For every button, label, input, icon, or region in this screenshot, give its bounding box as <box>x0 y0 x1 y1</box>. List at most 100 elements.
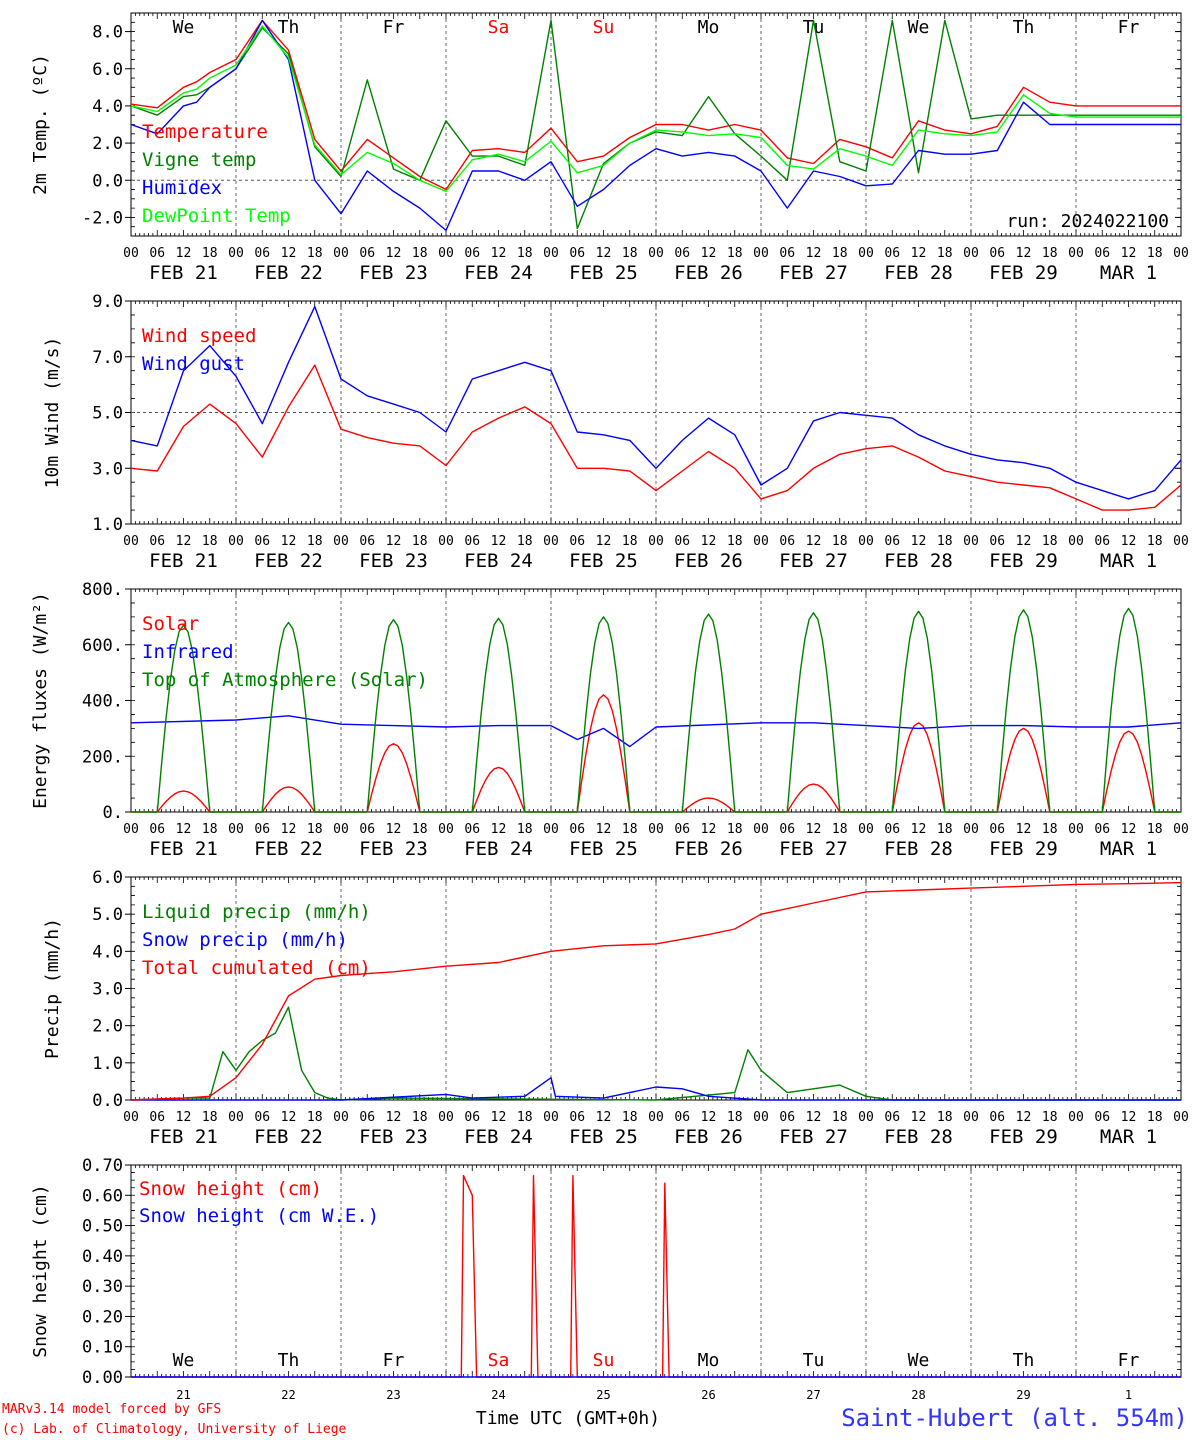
y-axis-label: 10m Wind (m/s) <box>42 337 63 489</box>
hour-tick-label: 12 <box>701 246 717 261</box>
y-tick-label: 5.0 <box>92 404 123 424</box>
hour-tick-label: 06 <box>989 534 1005 549</box>
date-label: FEB 26 <box>674 838 743 860</box>
hour-tick-label: 12 <box>1121 534 1137 549</box>
hour-tick-label: 00 <box>123 822 139 837</box>
y-tick-label: 1.0 <box>92 1054 123 1074</box>
date-label: FEB 22 <box>254 838 323 860</box>
day-name: Su <box>593 17 615 38</box>
hour-tick-label: 12 <box>1121 1110 1137 1125</box>
hour-tick-label: 06 <box>149 1110 165 1125</box>
day-name: Sa <box>488 17 510 38</box>
hour-tick-label: 18 <box>517 1110 533 1125</box>
hour-tick-label: 18 <box>622 822 638 837</box>
hour-tick-label: 00 <box>648 1110 664 1125</box>
date-label: FEB 25 <box>569 550 638 572</box>
y-tick-label: 800. <box>82 580 123 600</box>
hour-tick-label: 12 <box>386 246 402 261</box>
hour-tick-label: 18 <box>727 822 743 837</box>
hour-tick-label: 18 <box>202 1110 218 1125</box>
legend-entry: Snow height (cm) <box>139 1178 322 1200</box>
day-name: Su <box>593 1350 615 1371</box>
series-line-temperature <box>130 19 1181 191</box>
date-label: FEB 21 <box>149 1126 218 1148</box>
series-group <box>130 881 1182 1101</box>
series-group <box>130 607 1182 813</box>
hour-ticks <box>130 1165 1182 1377</box>
panel-5: 0.70 0.60 0.50 0.40 0.30 0.20 0.10 0.00 Snow hei… <box>30 1156 1182 1402</box>
hour-tick-label: 06 <box>884 246 900 261</box>
y-tick-label: 2.0 <box>92 1017 123 1037</box>
credit-line-2: (c) Lab. of Climatology, University of L… <box>2 1422 347 1437</box>
hour-tick-label: 06 <box>149 534 165 549</box>
hour-tick-label: 18 <box>517 534 533 549</box>
hour-tick-label: 18 <box>937 246 953 261</box>
day-number: 21 <box>176 1388 190 1402</box>
y-tick-label: 1.0 <box>92 515 123 535</box>
hour-tick-label: 06 <box>569 534 585 549</box>
date-label: FEB 24 <box>464 838 533 860</box>
y-tick-label: 4.0 <box>92 97 123 117</box>
hour-tick-label: 06 <box>1094 822 1110 837</box>
hour-tick-label: 06 <box>1094 246 1110 261</box>
hour-tick-label: 18 <box>832 534 848 549</box>
hour-tick-label: 18 <box>1147 246 1163 261</box>
hour-tick-label: 06 <box>254 246 270 261</box>
day-name: Fr <box>383 17 405 38</box>
hour-tick-label: 18 <box>937 822 953 837</box>
hour-tick-label: 12 <box>1016 822 1032 837</box>
hour-tick-label: 12 <box>596 822 612 837</box>
hour-tick-label: 06 <box>779 822 795 837</box>
date-label: FEB 23 <box>359 1126 428 1148</box>
legend-entry: Temperature <box>142 121 268 143</box>
hour-tick-label: 00 <box>228 246 244 261</box>
y-tick-label: 9.0 <box>92 292 123 312</box>
date-label: FEB 25 <box>569 1126 638 1148</box>
hour-tick-label: 00 <box>963 246 979 261</box>
date-label: FEB 22 <box>254 262 323 284</box>
day-name: We <box>173 17 195 38</box>
legend-entry: Liquid precip (mm/h) <box>142 901 371 923</box>
legend-entry: Wind speed <box>142 325 256 347</box>
hour-tick-label: 12 <box>911 246 927 261</box>
date-label: FEB 22 <box>254 550 323 572</box>
day-name: Mo <box>698 17 720 38</box>
y-tick-label: 0.30 <box>82 1277 123 1297</box>
y-tick-label: 3.0 <box>92 980 123 1000</box>
date-label: FEB 25 <box>569 262 638 284</box>
hour-tick-label: 00 <box>858 1110 874 1125</box>
hour-tick-label: 00 <box>438 246 454 261</box>
hour-tick-label: 18 <box>412 1110 428 1125</box>
hour-tick-label: 06 <box>254 822 270 837</box>
hour-tick-label: 06 <box>359 822 375 837</box>
series-line-total-cumulated-cm <box>130 881 1182 1101</box>
hour-tick-label: 18 <box>832 822 848 837</box>
hour-tick-label: 18 <box>1147 534 1163 549</box>
hour-tick-label: 12 <box>176 822 192 837</box>
run-annotation: run: 2024022100 <box>1006 211 1169 232</box>
y-tick-label: 600. <box>82 636 123 656</box>
hour-tick-label: 12 <box>806 822 822 837</box>
hour-tick-label: 00 <box>1173 1110 1189 1125</box>
hour-tick-label: 18 <box>1042 534 1058 549</box>
legend-entry: Snow height (cm W.E.) <box>139 1205 379 1227</box>
hour-tick-label: 00 <box>1068 822 1084 837</box>
hour-tick-label: 06 <box>359 1110 375 1125</box>
y-axis-label: Snow height (cm) <box>30 1184 51 1357</box>
hour-tick-label: 00 <box>543 822 559 837</box>
date-label: FEB 21 <box>149 550 218 572</box>
hour-tick-label: 00 <box>228 822 244 837</box>
legend-entry: Wind gust <box>142 353 245 375</box>
hour-tick-label: 00 <box>543 534 559 549</box>
date-label: FEB 28 <box>884 1126 953 1148</box>
hour-tick-label: 18 <box>832 246 848 261</box>
hour-tick-label: 06 <box>569 1110 585 1125</box>
day-name: We <box>908 17 930 38</box>
hour-tick-label: 00 <box>438 822 454 837</box>
y-tick-label: 6.0 <box>92 60 123 80</box>
hour-tick-label: 06 <box>1094 534 1110 549</box>
hour-tick-label: 18 <box>307 822 323 837</box>
hour-tick-label: 06 <box>464 1110 480 1125</box>
hour-tick-label: 12 <box>596 1110 612 1125</box>
credit-line-1: MARv3.14 model forced by GFS <box>2 1402 221 1417</box>
